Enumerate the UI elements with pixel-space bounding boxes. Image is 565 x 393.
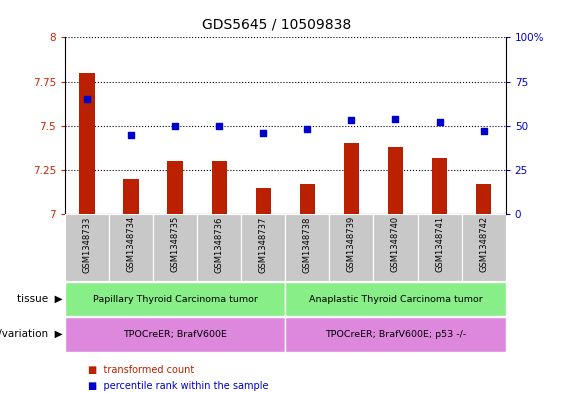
Bar: [197, 214, 241, 281]
Bar: [167, 161, 183, 214]
Point: [259, 130, 268, 136]
Text: GSM1348735: GSM1348735: [171, 216, 180, 272]
Bar: [329, 214, 373, 281]
Text: TPOCreER; BrafV600E: TPOCreER; BrafV600E: [123, 330, 227, 339]
Bar: [388, 147, 403, 214]
Point: [391, 116, 400, 122]
Text: ■  percentile rank within the sample: ■ percentile rank within the sample: [88, 381, 268, 391]
Bar: [79, 73, 95, 214]
Text: TPOCreER; BrafV600E; p53 -/-: TPOCreER; BrafV600E; p53 -/-: [325, 330, 466, 339]
Bar: [476, 184, 492, 214]
Bar: [344, 143, 359, 214]
Point: [303, 126, 312, 132]
Bar: [153, 214, 197, 281]
Text: GSM1348741: GSM1348741: [435, 216, 444, 272]
Text: GSM1348739: GSM1348739: [347, 216, 356, 272]
Text: GSM1348733: GSM1348733: [82, 216, 92, 273]
Bar: [65, 214, 109, 281]
Bar: [285, 282, 506, 316]
Text: Anaplastic Thyroid Carcinoma tumor: Anaplastic Thyroid Carcinoma tumor: [308, 295, 483, 303]
Text: GSM1348740: GSM1348740: [391, 216, 400, 272]
Bar: [373, 214, 418, 281]
Point: [215, 123, 224, 129]
Text: tissue  ▶: tissue ▶: [16, 294, 62, 304]
Bar: [123, 179, 139, 214]
Text: GSM1348738: GSM1348738: [303, 216, 312, 273]
Bar: [65, 282, 285, 316]
Point: [171, 123, 180, 129]
Point: [82, 96, 92, 102]
Text: GSM1348742: GSM1348742: [479, 216, 488, 272]
Point: [479, 128, 488, 134]
Bar: [285, 214, 329, 281]
Text: Papillary Thyroid Carcinoma tumor: Papillary Thyroid Carcinoma tumor: [93, 295, 258, 303]
Bar: [255, 187, 271, 214]
Bar: [418, 214, 462, 281]
Bar: [109, 214, 153, 281]
Bar: [211, 161, 227, 214]
Bar: [65, 317, 285, 352]
Bar: [462, 214, 506, 281]
Text: GSM1348737: GSM1348737: [259, 216, 268, 273]
Bar: [241, 214, 285, 281]
Bar: [432, 158, 447, 214]
Bar: [299, 184, 315, 214]
Text: GSM1348734: GSM1348734: [127, 216, 136, 272]
Text: genotype/variation  ▶: genotype/variation ▶: [0, 329, 62, 340]
Text: GSM1348736: GSM1348736: [215, 216, 224, 273]
Text: GDS5645 / 10509838: GDS5645 / 10509838: [202, 18, 351, 32]
Point: [127, 131, 136, 138]
Point: [435, 119, 444, 125]
Point: [347, 117, 356, 123]
Text: ■  transformed count: ■ transformed count: [88, 365, 194, 375]
Bar: [285, 317, 506, 352]
